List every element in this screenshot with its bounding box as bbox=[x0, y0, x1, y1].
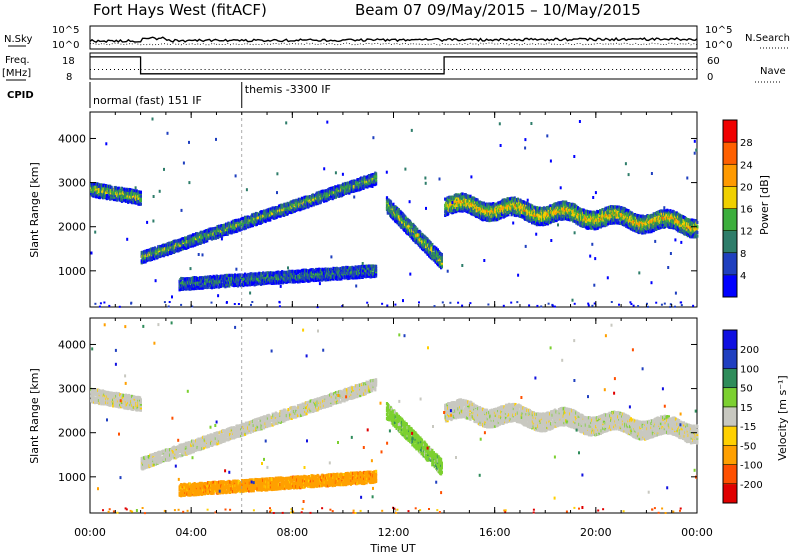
time-tick-label: 08:00 bbox=[276, 526, 308, 539]
plot-title: Fort Hays West (fitACF) bbox=[93, 1, 267, 19]
colorbar-tick-label: 28 bbox=[740, 138, 753, 149]
noise-panel-frame bbox=[90, 26, 697, 49]
power-range-axis-label: Slant Range [km] bbox=[28, 162, 41, 258]
noise-right-label: N.Search bbox=[745, 33, 790, 44]
power-colorbar: 4 8 12 16 20 24 28 bbox=[723, 120, 753, 298]
freq-tick-top: 18 bbox=[62, 56, 75, 67]
velocity-colorbar: -200 -100 -50 -15 15 50 100 200 bbox=[723, 330, 763, 504]
noise-right-tick-top: 10^5 bbox=[705, 25, 732, 36]
time-tick-label: 00:00 bbox=[74, 526, 106, 539]
colorbar-tick-label: 100 bbox=[740, 364, 759, 375]
range-tick-label: 4000 bbox=[58, 132, 86, 145]
cpid-track: normal (fast) 151 IF themis -3300 IF bbox=[90, 82, 331, 108]
range-tick-label: 1000 bbox=[58, 265, 86, 278]
cpid-label: CPID bbox=[7, 90, 34, 101]
colorbar-tick-label: -200 bbox=[740, 480, 763, 491]
colorbar-tick-label: 12 bbox=[740, 227, 753, 238]
colorbar-tick-label: 50 bbox=[740, 384, 753, 395]
colorbar-tick-label: -15 bbox=[740, 422, 756, 433]
time-axis-label: Time UT bbox=[369, 542, 415, 554]
range-tick-label: 3000 bbox=[58, 177, 86, 190]
nave-tick-top: 60 bbox=[707, 56, 720, 67]
colorbar-tick-label: 20 bbox=[740, 182, 753, 193]
time-tick-label: 20:00 bbox=[580, 526, 612, 539]
freq-label-line2: [MHz] bbox=[2, 68, 31, 79]
noise-traces bbox=[90, 37, 697, 45]
noise-left-tick-top: 10^5 bbox=[52, 25, 79, 36]
colorbar-tick-label: 200 bbox=[740, 345, 759, 356]
noise-left-tick-bottom: 10^0 bbox=[52, 40, 79, 51]
time-tick-label: 04:00 bbox=[175, 526, 207, 539]
plot-subtitle: Beam 07 09/May/2015 – 10/May/2015 bbox=[355, 1, 641, 19]
time-tick-label: 00:00 bbox=[681, 526, 713, 539]
freq-label-line1: Freq. bbox=[5, 55, 30, 66]
range-tick-label: 4000 bbox=[58, 338, 86, 351]
colorbar-tick-label: 16 bbox=[740, 205, 753, 216]
colorbar-tick-label: -50 bbox=[740, 441, 756, 452]
nave-label: Nave bbox=[760, 66, 786, 77]
range-tick-label: 3000 bbox=[58, 383, 86, 396]
noise-left-label: N.Sky bbox=[4, 34, 32, 45]
colorbar-tick-label: -100 bbox=[740, 461, 763, 472]
velocity-colorbar-label: Velocity [m s⁻¹] bbox=[776, 375, 789, 460]
range-tick-label: 1000 bbox=[58, 471, 86, 484]
velocity-range-axis-label: Slant Range [km] bbox=[28, 368, 41, 464]
nave-tick-bottom: 0 bbox=[707, 72, 713, 83]
time-tick-label: 16:00 bbox=[479, 526, 511, 539]
time-axis: 00:00 04:00 08:00 12:00 16:00 20:00 00:00 bbox=[74, 526, 713, 539]
range-tick-label: 2000 bbox=[58, 221, 86, 234]
colorbar-tick-label: 24 bbox=[740, 160, 753, 171]
colorbar-tick-label: 8 bbox=[740, 249, 746, 260]
time-tick-label: 12:00 bbox=[378, 526, 410, 539]
colorbar-tick-label: 4 bbox=[740, 271, 746, 282]
noise-right-tick-bottom: 10^0 bbox=[705, 40, 732, 51]
freq-traces bbox=[90, 57, 697, 74]
cpid-mode-label: normal (fast) 151 IF bbox=[93, 94, 202, 107]
colorbar-tick-label: 15 bbox=[740, 403, 753, 414]
power-colorbar-label: Power [dB] bbox=[758, 175, 771, 235]
range-tick-label: 2000 bbox=[58, 427, 86, 440]
cpid-mode-label: themis -3300 IF bbox=[245, 83, 331, 96]
freq-tick-bottom: 8 bbox=[66, 72, 72, 83]
